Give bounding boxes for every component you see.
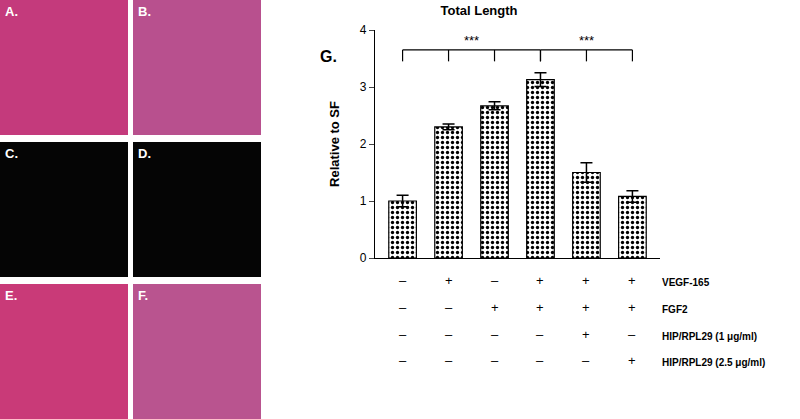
svg-text:3: 3 [360, 80, 367, 94]
svg-text:VEGF-165: VEGF-165 [662, 277, 710, 288]
svg-text:–: – [399, 273, 407, 288]
html-text:E.: E. [5, 288, 18, 303]
svg-text:+: + [628, 273, 636, 288]
svg-text:–: – [491, 273, 499, 288]
svg-text:***: *** [579, 33, 594, 48]
svg-text:+: + [445, 273, 453, 288]
svg-text:+: + [628, 353, 636, 368]
svg-text:***: *** [464, 33, 479, 48]
html-text:F.: F. [138, 288, 149, 303]
svg-text:0: 0 [360, 251, 367, 265]
svg-text:+: + [491, 300, 499, 315]
svg-text:–: – [445, 300, 453, 315]
svg-text:HIP/RPL29 (2.5 μg/ml): HIP/RPL29 (2.5 μg/ml) [662, 357, 765, 368]
svg-text:1: 1 [360, 194, 367, 208]
svg-text:FGF2: FGF2 [662, 304, 688, 315]
svg-text:–: – [399, 327, 407, 342]
svg-text:2: 2 [360, 137, 367, 151]
svg-text:Relative to SF: Relative to SF [327, 101, 342, 187]
svg-text:Total Length: Total Length [440, 3, 517, 18]
svg-text:+: + [582, 273, 590, 288]
svg-text:–: – [399, 353, 407, 368]
svg-text:–: – [582, 353, 590, 368]
svg-text:–: – [628, 327, 636, 342]
svg-text:–: – [536, 327, 544, 342]
html-text:A.: A. [5, 4, 18, 19]
svg-text:+: + [536, 300, 544, 315]
svg-text:4: 4 [360, 23, 367, 37]
svg-text:–: – [491, 327, 499, 342]
svg-text:+: + [582, 300, 590, 315]
svg-text:–: – [491, 353, 499, 368]
svg-text:+: + [582, 327, 590, 342]
svg-text:–: – [445, 327, 453, 342]
svg-text:+: + [536, 273, 544, 288]
html-text:D.: D. [138, 146, 151, 161]
svg-text:+: + [628, 300, 636, 315]
svg-text:–: – [445, 353, 453, 368]
html-text:C.: C. [5, 146, 18, 161]
svg-text:–: – [399, 300, 407, 315]
html-text:B.: B. [138, 4, 151, 19]
svg-text:G.: G. [320, 48, 337, 65]
svg-text:HIP/RPL29 (1 μg/ml): HIP/RPL29 (1 μg/ml) [662, 331, 757, 342]
svg-text:–: – [536, 353, 544, 368]
